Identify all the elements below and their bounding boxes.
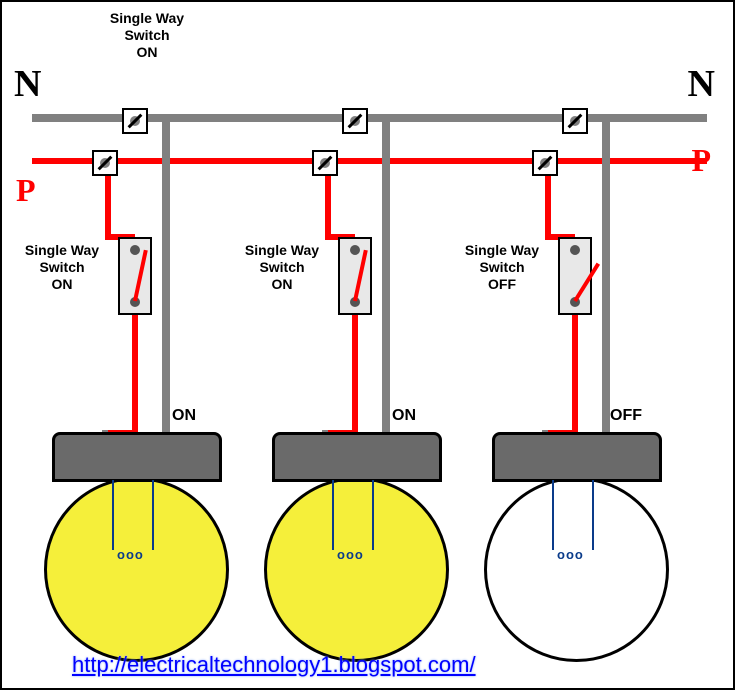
- filament-1: ooo: [117, 547, 144, 562]
- switch-2-label: Single WaySwitchON: [236, 242, 328, 292]
- bulb-3-glass: [484, 477, 669, 662]
- switch-3: [558, 237, 592, 315]
- bulb-1-neck: [52, 432, 222, 482]
- fil-l-3b: [592, 480, 594, 550]
- fil-l-1b: [152, 480, 154, 550]
- source-url[interactable]: http://electricaltechnology1.blogspot.co…: [72, 652, 476, 678]
- phase-drop-3b: [572, 312, 578, 436]
- wiring-diagram: Single WaySwitchON N N P P: [0, 0, 735, 690]
- n-right-label: N: [688, 62, 715, 106]
- phase-drop-1b: [132, 312, 138, 436]
- switch-3-label: Single WaySwitchOFF: [456, 242, 548, 292]
- switch-2: [338, 237, 372, 315]
- bulb-2-state: ON: [392, 407, 416, 425]
- phase-drop-2b: [352, 312, 358, 436]
- fil-l-2b: [372, 480, 374, 550]
- fil-l-1a: [112, 480, 114, 550]
- neutral-drop-1: [162, 114, 170, 436]
- terminal-p-3: [532, 150, 558, 176]
- bulb-2-glass: [264, 477, 449, 662]
- bulb-2-neck: [272, 432, 442, 482]
- bulb-3-state: OFF: [610, 407, 642, 425]
- terminal-p-2: [312, 150, 338, 176]
- neutral-drop-3: [602, 114, 610, 436]
- top-switch-label: Single WaySwitchON: [87, 10, 207, 60]
- filament-3: ooo: [557, 547, 584, 562]
- fil-l-3a: [552, 480, 554, 550]
- terminal-n-1: [122, 108, 148, 134]
- terminal-n-2: [342, 108, 368, 134]
- n-left-label: N: [14, 62, 41, 106]
- bulb-3-neck: [492, 432, 662, 482]
- neutral-drop-2: [382, 114, 390, 436]
- bulb-1-glass: [44, 477, 229, 662]
- fil-l-2a: [332, 480, 334, 550]
- filament-2: ooo: [337, 547, 364, 562]
- terminal-n-3: [562, 108, 588, 134]
- switch-1: [118, 237, 152, 315]
- p-left-label: P: [16, 172, 36, 209]
- switch-1-label: Single WaySwitchON: [16, 242, 108, 292]
- bulb-1-state: ON: [172, 407, 196, 425]
- terminal-p-1: [92, 150, 118, 176]
